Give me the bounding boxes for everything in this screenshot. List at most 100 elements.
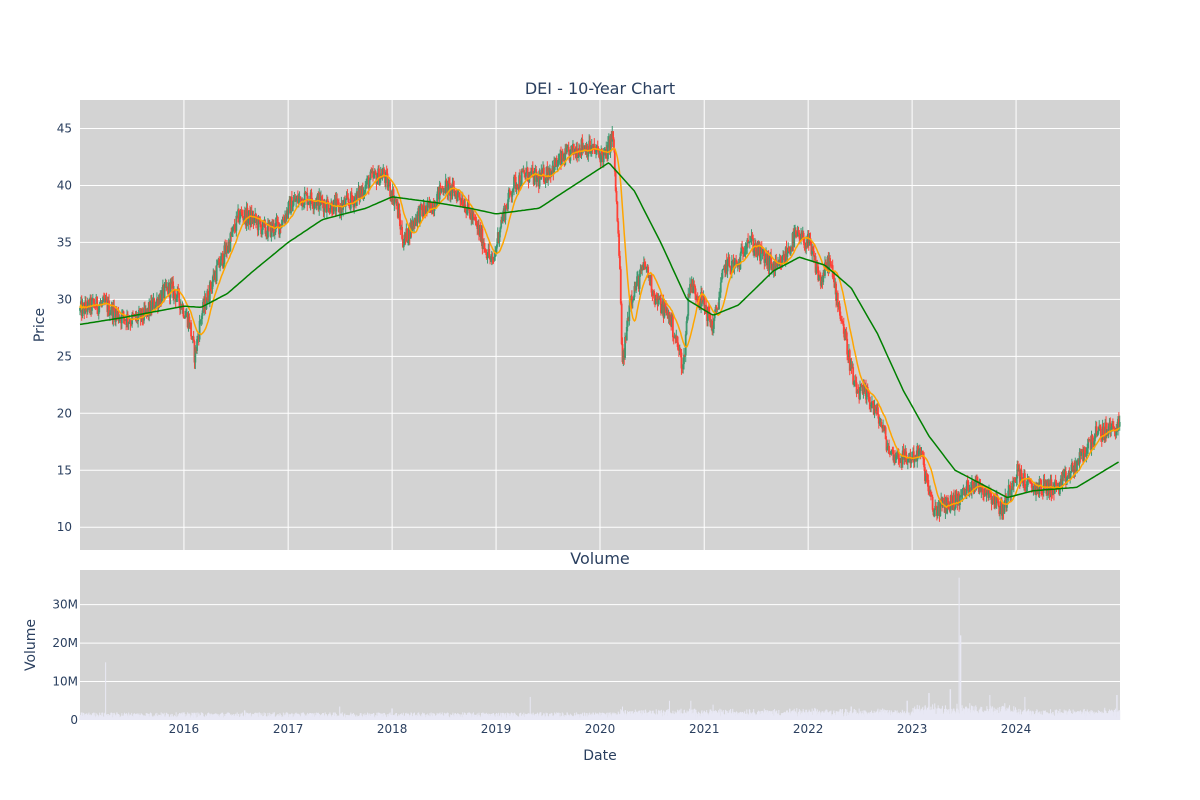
volume-bar (331, 714, 333, 720)
volume-bar (175, 712, 177, 720)
candle-body (105, 299, 108, 301)
candle-body (184, 316, 186, 319)
candle-body (713, 318, 715, 329)
candle-body (812, 249, 814, 251)
volume-bar (405, 714, 407, 720)
candle-body (754, 243, 757, 252)
candle-body (447, 180, 450, 195)
candle-body (313, 204, 315, 208)
volume-panel[interactable]: 0 10M 20M 30M 2016 2017 2018 2019 2020 2021 2022 20… (52, 570, 1121, 736)
volume-bar (463, 712, 465, 720)
candle-body (448, 180, 450, 183)
candle-body (982, 494, 985, 496)
candle-body (165, 283, 168, 288)
volume-tick-label-0: 0 (70, 713, 78, 727)
candle-body (523, 171, 526, 174)
candle-body (507, 199, 509, 210)
candle-body (536, 176, 538, 182)
volume-bar (160, 712, 162, 720)
volume-bar (600, 712, 602, 720)
candle-body (178, 289, 181, 302)
candle-body (326, 199, 328, 213)
candle-body (525, 172, 527, 177)
candle-body (507, 189, 510, 200)
candle-body (1007, 485, 1010, 497)
candle-body (891, 449, 894, 451)
candle-body (544, 178, 547, 183)
candle-body (581, 139, 584, 150)
candle-body (233, 224, 236, 230)
candle-body (1030, 483, 1033, 488)
volume-bar (102, 712, 104, 720)
volume-bar (641, 710, 643, 720)
candle-body (566, 147, 568, 153)
volume-bar (523, 712, 525, 720)
candle-body (359, 189, 362, 199)
volume-bar (609, 712, 611, 720)
candle-body (693, 284, 696, 287)
candle-body (530, 171, 532, 173)
volume-bar (1118, 710, 1120, 720)
candle-body (636, 276, 638, 286)
candle-body (368, 179, 371, 189)
candle-body (104, 299, 107, 303)
candle-body (888, 445, 890, 455)
candle-body (740, 247, 743, 254)
volume-bar (311, 713, 313, 720)
volume-bar (756, 711, 758, 720)
candle-body (192, 336, 195, 342)
candle-body (761, 252, 764, 254)
candle-body (416, 211, 419, 223)
candle-body (267, 223, 269, 238)
volume-bar (1040, 711, 1042, 720)
candle-body (97, 306, 100, 315)
volume-bar (844, 708, 846, 720)
candle-body (117, 311, 120, 321)
candle-body (924, 473, 927, 481)
candle-body (842, 323, 845, 334)
candle-body (1010, 490, 1013, 496)
candle-body (239, 210, 242, 217)
volume-bar (606, 712, 608, 720)
candle-body (483, 244, 485, 248)
candle-body (1095, 426, 1098, 436)
candle-body (456, 192, 459, 202)
price-tick-label-40: 40 (57, 178, 72, 192)
candle-body (955, 491, 958, 496)
candle-body (894, 456, 897, 463)
candle-body (153, 298, 156, 309)
price-panel[interactable]: 10 15 20 25 30 35 40 45 (57, 100, 1121, 550)
candle-body (458, 192, 461, 198)
candle-body (683, 354, 685, 365)
candle-body (625, 326, 628, 341)
candle-body (226, 249, 229, 253)
candle-body (644, 265, 647, 269)
candle-body (759, 245, 762, 261)
candle-body (855, 382, 858, 394)
volume-bar (352, 712, 354, 720)
candle-body (947, 497, 949, 503)
candle-body (185, 314, 187, 317)
candle-body (1111, 424, 1114, 426)
candle-body (788, 248, 790, 252)
volume-bar (324, 712, 326, 720)
candle-body (878, 422, 881, 424)
candle-body (846, 338, 849, 355)
candle-body (776, 265, 779, 267)
volume-bar (612, 713, 614, 720)
volume-bar (145, 713, 147, 720)
volume-bar (986, 706, 988, 720)
volume-bar (778, 709, 780, 720)
candle-body (155, 301, 157, 308)
candle-body (484, 247, 486, 249)
volume-bar (470, 714, 472, 720)
volume-bar (287, 713, 289, 720)
volume-bar (1085, 711, 1087, 720)
candle-body (786, 253, 789, 257)
candle-body (1014, 480, 1017, 481)
volume-bar (484, 713, 486, 720)
candle-body (287, 202, 290, 215)
candle-body (1097, 430, 1100, 434)
volume-bar (501, 713, 503, 720)
candle-body (971, 480, 973, 492)
